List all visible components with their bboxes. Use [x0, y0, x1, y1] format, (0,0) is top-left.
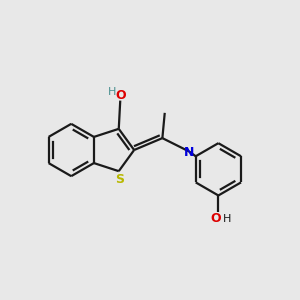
Text: N: N [184, 146, 195, 160]
Text: H: H [223, 214, 232, 224]
Text: H: H [108, 87, 116, 97]
Text: S: S [115, 173, 124, 186]
Text: O: O [211, 212, 221, 225]
Text: O: O [116, 89, 126, 102]
